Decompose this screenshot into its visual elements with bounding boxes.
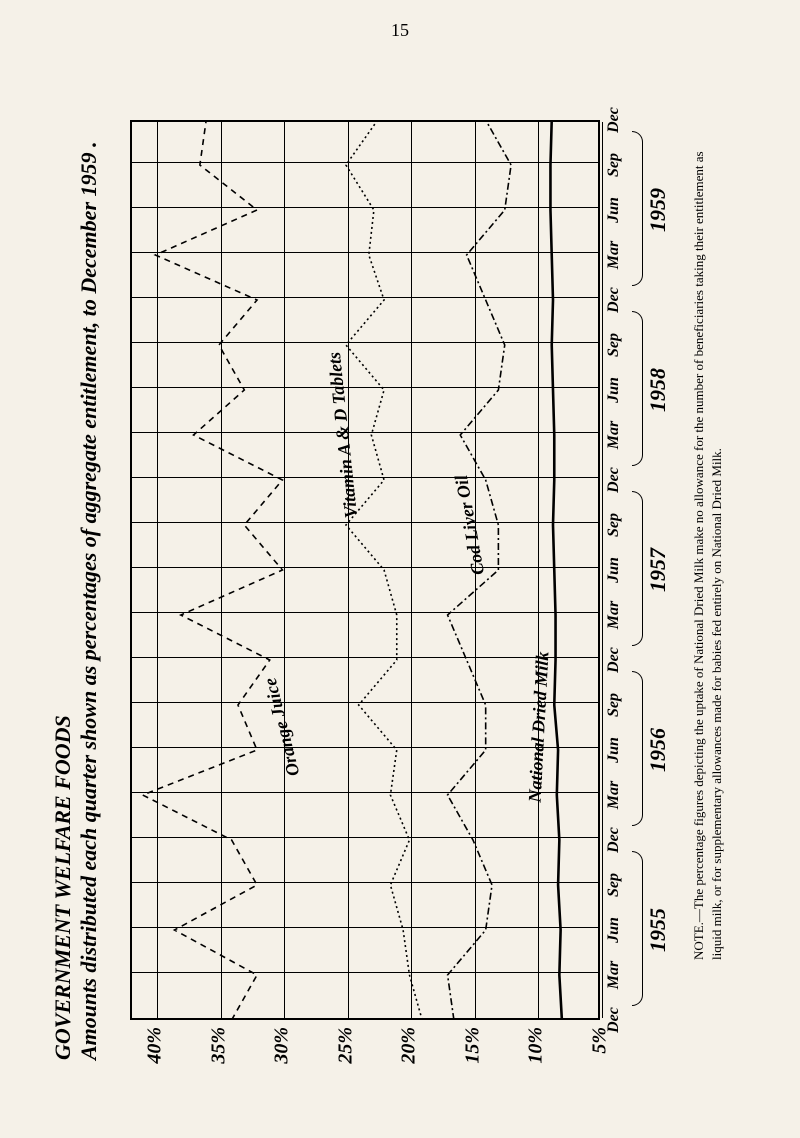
year-label: 1957 [645, 548, 671, 592]
y-tick-label: 35% [207, 1027, 230, 1064]
x-tick-label: Jun [605, 377, 623, 403]
x-tick-label: Dec [605, 827, 623, 853]
year-bracket [632, 672, 643, 827]
x-tick-label: Dec [605, 467, 623, 493]
year-label: 1955 [645, 908, 671, 952]
year-label: 1958 [645, 368, 671, 412]
x-tick-label: Sep [605, 873, 623, 897]
y-tick-label: 30% [271, 1027, 294, 1064]
y-tick-label: 40% [144, 1027, 167, 1064]
y-tick-label: 25% [334, 1027, 357, 1064]
x-tick-label: Dec [605, 287, 623, 313]
year-labels: 1955 1956 1957 1958 1959 [645, 120, 675, 1020]
x-tick-label: Mar [605, 601, 623, 629]
x-tick-label: Mar [605, 961, 623, 989]
x-tick-label: Mar [605, 241, 623, 269]
year-bracket [632, 132, 643, 287]
x-tick-label: Dec [605, 1007, 623, 1033]
x-tick-label: Sep [605, 693, 623, 717]
x-tick-label: Mar [605, 421, 623, 449]
y-tick-label: 15% [461, 1027, 484, 1064]
x-tick-label: Jun [605, 737, 623, 763]
year-bracket [632, 852, 643, 1007]
y-axis-labels: 5%10%15%20%25%30%35%40% [130, 1025, 600, 1080]
year-label: 1959 [645, 188, 671, 232]
x-tick-label: Dec [605, 107, 623, 133]
footnote: NOTE.—The percentage figures depicting t… [690, 140, 725, 960]
y-tick-label: 10% [525, 1027, 548, 1064]
x-tick-label: Sep [605, 153, 623, 177]
chart-frame [130, 120, 600, 1020]
rotated-chart-wrapper: GOVERNMENT WELFARE FOODSAmounts distribu… [50, 60, 750, 1080]
chart-grid [132, 122, 598, 1018]
x-tick-label: Jun [605, 917, 623, 943]
year-label: 1956 [645, 728, 671, 772]
y-tick-label: 20% [398, 1027, 421, 1064]
year-bracket [632, 312, 643, 467]
chart-title: GOVERNMENT WELFARE FOODSAmounts distribu… [50, 80, 102, 1060]
year-bracket [632, 492, 643, 647]
x-tick-label: Dec [605, 647, 623, 673]
x-tick-label: Jun [605, 557, 623, 583]
page-number: 15 [0, 20, 800, 41]
x-tick-label: Sep [605, 333, 623, 357]
x-tick-label: Jun [605, 197, 623, 223]
x-tick-label: Sep [605, 513, 623, 537]
x-tick-label: Mar [605, 781, 623, 809]
